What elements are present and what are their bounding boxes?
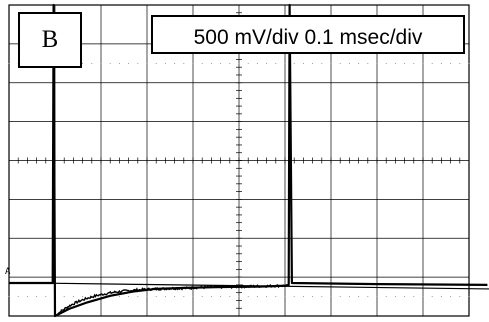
graticule-dot [155,296,157,298]
graticule-dot [238,296,240,298]
graticule-dot [174,296,176,298]
graticule-dot [137,296,139,298]
graticule-dot [312,296,314,298]
graticule-dot [404,296,406,298]
graticule-dot [100,296,102,298]
graticule-dot [229,62,231,64]
graticule-dot [8,296,10,298]
graticule-dot [339,296,341,298]
graticule-dot [146,296,148,298]
graticule-dot [82,296,84,298]
graticule-dot [36,296,38,298]
graticule-dot [91,62,93,64]
graticule-dot [247,62,249,64]
graticule-dot [118,62,120,64]
graticule-dot [413,296,415,298]
graticule-dot [137,62,139,64]
graticule-dot [183,296,185,298]
graticule-dot [192,296,194,298]
graticule-dot [155,62,157,64]
graticule-dot [330,62,332,64]
graticule-dot [321,62,323,64]
graticule-dot [8,62,10,64]
graticule-dot [385,296,387,298]
graticule-dot [183,62,185,64]
reference-level-marker: A [5,267,11,277]
graticule-dot [422,296,424,298]
graticule-dot [358,296,360,298]
graticule-dot [256,62,258,64]
graticule-dot [275,296,277,298]
graticule-dot [302,296,304,298]
graticule-dot [413,62,415,64]
graticule-dot [450,296,452,298]
graticule-dot [201,62,203,64]
graticule-dot [210,296,212,298]
graticule-dot [348,296,350,298]
graticule-dot [247,296,249,298]
graticule-dot [293,62,295,64]
graticule-dot [109,62,111,64]
graticule-dot [72,296,74,298]
graticule-dot [376,296,378,298]
graticule-dot [220,62,222,64]
graticule-dot [293,296,295,298]
graticule-dot [275,62,277,64]
graticule-dot [238,62,240,64]
graticule-dot [321,296,323,298]
graticule-dot [348,62,350,64]
graticule-dot [210,62,212,64]
graticule-dot [312,62,314,64]
graticule-dot [367,62,369,64]
graticule-dot [229,296,231,298]
signal-trace-group [9,3,489,318]
graticule-dot [128,296,130,298]
graticule-dot [146,62,148,64]
graticule-dot [164,62,166,64]
graticule-dot [468,296,470,298]
graticule-dot [330,296,332,298]
graticule-dot [201,296,203,298]
graticule-dot [367,296,369,298]
graticule-dot [302,62,304,64]
graticule-dot [26,296,28,298]
graticule-dot [284,62,286,64]
scale-label: 500 mV/div 0.1 msec/div [151,15,465,54]
graticule-dot [394,62,396,64]
graticule-dot [128,62,130,64]
panel-label: B [18,12,82,68]
graticule-dot [45,296,47,298]
graticule-dot [431,296,433,298]
graticule-dot [284,296,286,298]
graticule-dot [63,296,65,298]
graticule-dot [385,62,387,64]
graticule-dot [459,62,461,64]
graticule-dot [376,62,378,64]
graticule-dot [118,296,120,298]
graticule-dot [192,62,194,64]
graticule-dot [220,296,222,298]
signal-noise [54,283,288,317]
graticule-dot [100,62,102,64]
graticule-dot [358,62,360,64]
graticule-dot [440,296,442,298]
graticule-dot [440,62,442,64]
graticule-dot [17,296,19,298]
graticule-dot [256,296,258,298]
graticule-dot [266,296,268,298]
graticule-dot [450,62,452,64]
graticule-dot [459,296,461,298]
graticule-dot [339,62,341,64]
graticule-dot [468,62,470,64]
graticule-dot [394,296,396,298]
graticule-dot [164,296,166,298]
graticule-dot [422,62,424,64]
graticule-dot [174,62,176,64]
graticule-dot [431,62,433,64]
graticule-dot [266,62,268,64]
graticule-dot [404,62,406,64]
graticule-dot [82,62,84,64]
